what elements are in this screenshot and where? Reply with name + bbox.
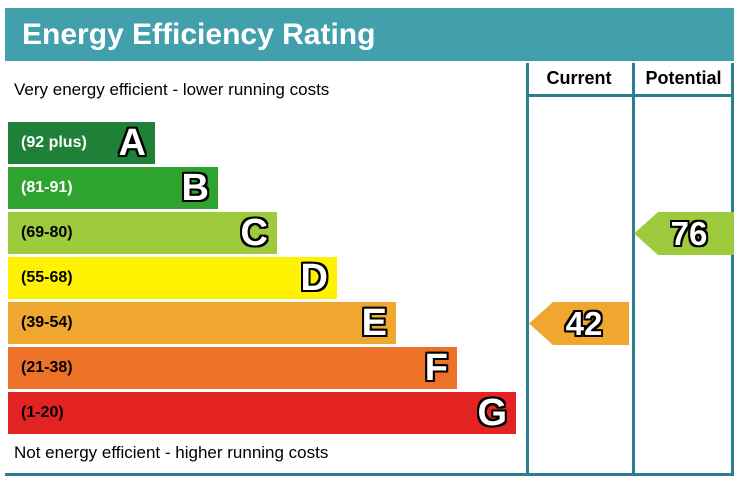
table-border-middle xyxy=(632,63,635,475)
band-letter-d: D xyxy=(300,257,328,299)
potential-rating-value: 76 xyxy=(670,214,708,252)
caption-bottom-not-efficient: Not energy efficient - higher running co… xyxy=(14,443,329,462)
table-border-left xyxy=(526,63,529,475)
table-border-right xyxy=(731,63,734,475)
caption-top-efficient: Very energy efficient - lower running co… xyxy=(14,80,330,99)
potential-rating-arrow: 76 xyxy=(634,212,734,255)
band-row-c: (69-80) C xyxy=(8,212,277,254)
band-range-label-d: (55-68) xyxy=(21,269,73,286)
band-letter-f: F xyxy=(424,347,448,389)
band-range-label-a: (92 plus) xyxy=(21,134,87,151)
band-letter-a: A xyxy=(118,122,146,164)
table-header-underline xyxy=(526,94,734,97)
band-letter-g: G xyxy=(477,392,507,434)
band-range-label-b: (81-91) xyxy=(21,179,73,196)
band-letter-c: C xyxy=(240,212,268,254)
band-letter-e: E xyxy=(361,302,387,344)
band-range-label-e: (39-54) xyxy=(21,314,73,331)
table-bottom-border xyxy=(5,473,734,476)
band-row-f: (21-38) F xyxy=(8,347,457,389)
band-row-a: (92 plus) A xyxy=(8,122,155,164)
band-range-label-f: (21-38) xyxy=(21,359,73,376)
column-header-potential: Potential xyxy=(645,68,722,88)
band-row-g: (1-20) G xyxy=(8,392,516,434)
band-row-e: (39-54) E xyxy=(8,302,396,344)
band-letter-b: B xyxy=(181,167,209,209)
column-header-current: Current xyxy=(546,68,612,88)
band-row-b: (81-91) B xyxy=(8,167,218,209)
current-rating-value: 42 xyxy=(565,304,603,342)
band-range-label-g: (1-20) xyxy=(21,404,64,421)
band-row-d: (55-68) D xyxy=(8,257,337,299)
current-rating-arrow: 42 xyxy=(529,302,629,345)
chart-title: Energy Efficiency Rating xyxy=(5,8,734,61)
band-range-label-c: (69-80) xyxy=(21,224,73,241)
